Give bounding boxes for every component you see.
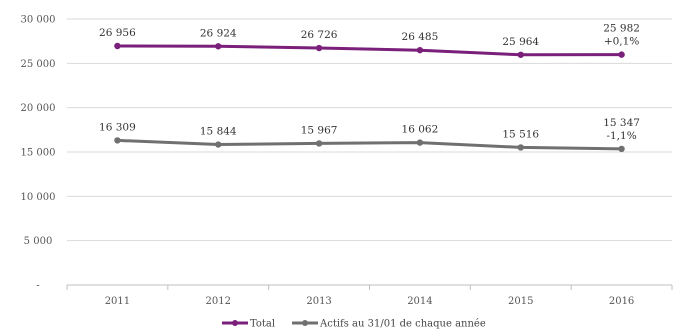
data-point bbox=[315, 44, 323, 52]
data-point bbox=[618, 51, 625, 58]
data-label: 15 967 bbox=[301, 124, 338, 136]
y-tick-label: - bbox=[36, 281, 39, 292]
legend: Total Actifs au 31/01 de chaque année bbox=[222, 319, 486, 330]
data-point bbox=[517, 144, 524, 151]
data-point bbox=[315, 140, 323, 147]
x-tick-label: 2013 bbox=[306, 296, 331, 307]
data-label: 26 726 bbox=[301, 29, 338, 41]
x-tick-label: 2012 bbox=[206, 296, 231, 307]
data-point bbox=[114, 42, 121, 50]
data-label: 26 485 bbox=[402, 31, 439, 43]
data-label: 25 964 bbox=[502, 36, 539, 48]
data-label: 26 956 bbox=[99, 27, 136, 39]
data-label: 16 062 bbox=[402, 124, 439, 136]
data-label: 15 347 bbox=[603, 117, 640, 129]
data-point bbox=[215, 141, 222, 148]
legend-label: Total bbox=[250, 319, 275, 330]
data-label: 25 982 bbox=[603, 23, 640, 35]
data-point bbox=[215, 43, 222, 50]
data-point bbox=[416, 139, 424, 146]
y-tick-label: 30 000 bbox=[21, 15, 56, 26]
data-label: 26 924 bbox=[200, 27, 237, 39]
data-point bbox=[114, 137, 121, 144]
y-tick-label: 5 000 bbox=[24, 236, 53, 247]
y-tick-label: 20 000 bbox=[21, 103, 56, 114]
data-point bbox=[517, 51, 524, 58]
series-line-1 bbox=[117, 138, 622, 151]
x-tick-label: 2014 bbox=[407, 296, 432, 307]
y-axis: - 5 000 10 000 15 000 20 000 25 000 30 000 bbox=[21, 15, 56, 292]
change-label: +0,1% bbox=[604, 36, 639, 48]
data-point bbox=[618, 145, 625, 153]
y-tick-label: 15 000 bbox=[21, 148, 56, 159]
data-label: 15 844 bbox=[200, 126, 237, 138]
y-tick-label: 25 000 bbox=[21, 59, 56, 70]
y-tick-label: 10 000 bbox=[21, 192, 56, 203]
legend-label: Actifs au 31/01 de chaque année bbox=[319, 319, 486, 330]
data-point bbox=[416, 46, 424, 54]
legend-swatch-marker bbox=[232, 320, 238, 326]
x-tick-label: 2011 bbox=[105, 296, 130, 307]
gridlines bbox=[67, 18, 672, 242]
x-tick-label: 2016 bbox=[609, 296, 634, 307]
data-labels: 26 956 26 924 26 726 26 485 25 964 25 982+0,1… bbox=[99, 23, 640, 142]
series-group bbox=[114, 42, 625, 153]
x-tick-label: 2015 bbox=[508, 296, 533, 307]
change-label: -1,1% bbox=[606, 130, 636, 142]
series-line-0 bbox=[117, 44, 622, 57]
data-label: 16 309 bbox=[99, 121, 136, 133]
data-label: 15 516 bbox=[502, 128, 539, 140]
x-axis: 2011 2012 2013 2014 2015 2016 bbox=[66, 284, 673, 307]
legend-swatch-marker bbox=[302, 320, 308, 326]
